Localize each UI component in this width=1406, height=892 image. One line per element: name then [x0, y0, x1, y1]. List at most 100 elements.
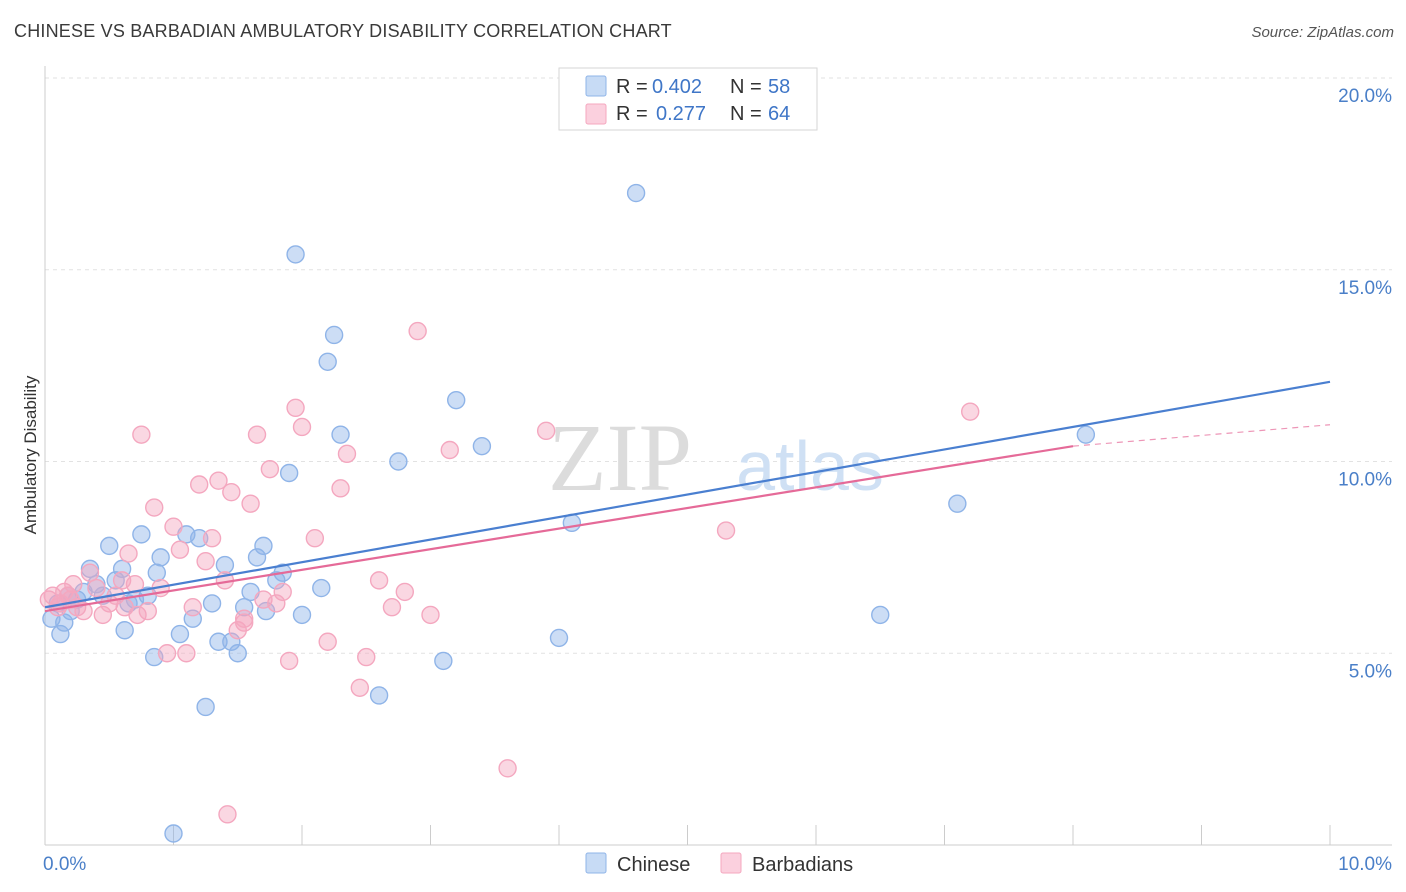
data-point-chinese [472, 436, 492, 456]
data-point-barbadians [498, 759, 517, 778]
data-point-barbadians [128, 605, 147, 625]
data-point-chinese [331, 425, 350, 444]
data-point-barbadians [331, 479, 350, 498]
trend-line-barbadians [44, 445, 1074, 613]
data-point-chinese [292, 605, 312, 625]
data-point-barbadians [241, 494, 260, 513]
data-point-chinese [389, 452, 408, 471]
data-point-barbadians [247, 425, 267, 444]
legend-n-value-2: 64 [768, 103, 790, 125]
data-point-barbadians [170, 540, 190, 559]
data-point-chinese [447, 390, 466, 410]
data-point-barbadians [177, 644, 196, 663]
data-point-barbadians [318, 632, 337, 651]
data-point-barbadians [157, 644, 177, 663]
axes: 5.0% 10.0% 15.0% 20.0% 0.0% 10.0% [43, 66, 1392, 875]
watermark: ZIP atlas [548, 404, 884, 511]
data-point-chinese [215, 555, 235, 575]
source-label: Source: ZipAtlas.com [1251, 24, 1394, 41]
data-point-chinese [228, 644, 247, 663]
legend-r-value-2: 0.277 [656, 103, 706, 125]
data-point-barbadians [260, 459, 280, 479]
data-point-barbadians [119, 544, 138, 563]
data-point-barbadians [716, 521, 736, 540]
y-tick-label: 10.0% [1338, 470, 1392, 491]
x-tick-label: 0.0% [43, 854, 86, 875]
data-point-barbadians [337, 444, 357, 464]
legend-n-label-2: N = [730, 103, 762, 125]
data-point-chinese [222, 632, 241, 651]
data-point-chinese [1076, 425, 1096, 444]
legend-top: R = 0.402 N = 58 R = 0.277 N = 64 [558, 67, 818, 131]
chart-title: CHINESE VS BARBADIAN AMBULATORY DISABILI… [14, 21, 672, 41]
data-point-chinese [151, 548, 170, 567]
data-point-barbadians [218, 805, 237, 824]
data-point-barbadians [350, 678, 370, 697]
data-point-barbadians [125, 575, 145, 594]
data-point-chinese [318, 352, 337, 371]
data-point-barbadians [196, 552, 215, 571]
data-point-chinese [312, 578, 331, 598]
x-tick-label: 10.0% [1338, 854, 1392, 875]
data-point-chinese [286, 245, 305, 264]
data-point-barbadians [357, 647, 376, 667]
data-point-barbadians [273, 582, 292, 602]
data-point-chinese [254, 536, 273, 556]
legend-r-label-2: R = [616, 103, 648, 125]
data-point-barbadians [145, 498, 164, 517]
data-point-barbadians [43, 586, 62, 605]
legend-swatch-chinese [585, 75, 607, 97]
data-point-barbadians [202, 529, 222, 548]
legend-bottom-label-chinese: Chinese [617, 854, 690, 876]
data-point-barbadians [395, 582, 414, 602]
watermark-atlas: atlas [736, 427, 884, 505]
data-point-barbadians [132, 425, 151, 444]
legend-n-value-1: 58 [768, 76, 790, 98]
data-point-chinese [871, 605, 890, 625]
data-point-barbadians [222, 482, 241, 502]
data-point-barbadians [209, 471, 228, 490]
data-point-chinese [147, 563, 166, 582]
data-point-chinese [434, 651, 453, 671]
data-point-chinese [170, 624, 190, 644]
data-point-barbadians [408, 321, 427, 341]
data-point-chinese [106, 571, 125, 590]
data-point-barbadians [279, 651, 299, 671]
data-point-barbadians [421, 605, 440, 625]
legend-r-value-1: 0.402 [652, 76, 702, 98]
data-point-chinese [51, 624, 70, 644]
data-point-chinese [209, 632, 228, 651]
data-point-barbadians [292, 417, 312, 437]
legend-bottom-label-barbadians: Barbadians [752, 854, 853, 876]
data-point-chinese [100, 536, 119, 556]
data-point-barbadians [189, 475, 209, 494]
legend-bottom-swatch-chinese [585, 852, 607, 874]
data-point-barbadians [93, 605, 113, 625]
data-point-barbadians [305, 529, 325, 548]
watermark-zip: ZIP [548, 404, 692, 511]
data-points [39, 183, 1096, 843]
data-point-barbadians [138, 601, 158, 621]
data-point-barbadians [234, 609, 254, 628]
data-point-barbadians [183, 598, 202, 617]
data-point-chinese [196, 697, 215, 717]
data-point-barbadians [87, 578, 106, 598]
trend-line-chinese [44, 380, 1331, 609]
data-point-chinese [324, 325, 344, 345]
data-point-chinese [164, 824, 183, 843]
data-point-chinese [247, 548, 267, 567]
legend-bottom: Chinese Barbadians [585, 852, 853, 876]
data-point-chinese [132, 525, 151, 544]
y-axis-title: Ambulatory Disability [21, 375, 40, 534]
data-point-chinese [55, 613, 74, 632]
data-point-chinese [115, 621, 134, 640]
data-point-barbadians [536, 421, 556, 441]
data-point-barbadians [164, 517, 183, 536]
legend-swatch-barbadians [585, 103, 607, 125]
data-point-chinese [189, 529, 209, 548]
data-point-barbadians [961, 402, 980, 421]
data-point-chinese [948, 494, 967, 513]
data-point-barbadians [267, 594, 286, 613]
data-point-barbadians [286, 398, 305, 418]
